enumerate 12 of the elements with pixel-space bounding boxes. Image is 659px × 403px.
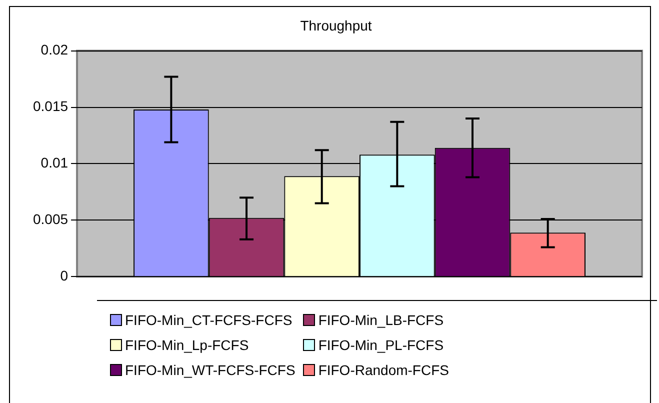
chart-title: Throughput	[300, 17, 372, 34]
y-tick-label: 0.01	[40, 154, 68, 171]
legend-label: FIFO-Min_Lp-FCFS	[125, 337, 249, 353]
legend-label: FIFO-Min_CT-FCFS-FCFS	[125, 312, 292, 328]
y-tick-label: 0.015	[32, 98, 68, 114]
legend-label: FIFO-Min_LB-FCFS	[318, 312, 444, 328]
y-tick-label: 0.02	[40, 42, 68, 58]
legend-label: FIFO-Random-FCFS	[318, 362, 449, 378]
legend-label: FIFO-Min_PL-FCFS	[318, 337, 444, 353]
legend-label: FIFO-Min_WT-FCFS-FCFS	[125, 362, 296, 378]
y-tick-label: 0.005	[32, 211, 68, 228]
y-tick-label: 0	[60, 267, 68, 284]
